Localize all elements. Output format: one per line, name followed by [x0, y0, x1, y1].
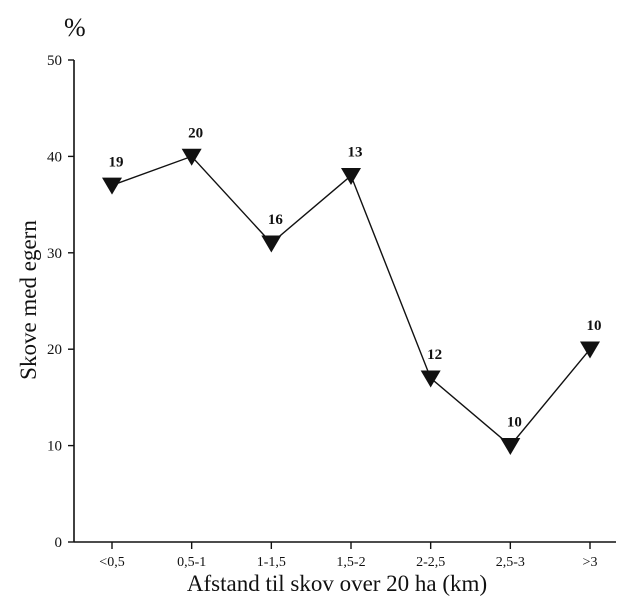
x-tick-label: 2,5-3 [496, 555, 525, 570]
y-tick-label: 0 [55, 535, 63, 551]
y-tick-label: 10 [47, 439, 62, 455]
y-unit-label: % [64, 13, 86, 42]
y-tick-label: 50 [47, 53, 62, 69]
data-point-marker [341, 168, 361, 186]
data-label: 13 [348, 145, 363, 161]
data-point-marker [261, 235, 282, 253]
data-point-marker [580, 341, 600, 359]
x-tick-label: 0,5-1 [177, 555, 206, 570]
x-tick-label: 1,5-2 [336, 555, 365, 570]
y-tick-label: 20 [47, 342, 62, 358]
data-label: 10 [587, 318, 602, 334]
y-tick-label: 40 [47, 149, 62, 165]
series-line [111, 155, 591, 447]
data-label: 12 [427, 347, 442, 363]
data-label: 10 [507, 415, 522, 431]
x-tick-label: 1-1,5 [257, 555, 286, 570]
data-point-marker [420, 370, 441, 388]
data-point-marker [102, 177, 122, 195]
data-label: 16 [268, 212, 284, 228]
x-axis-label: Afstand til skov over 20 ha (km) [187, 571, 487, 596]
x-tick-label: >3 [583, 555, 598, 570]
x-tick-label: 2-2,5 [416, 555, 445, 570]
data-label: 19 [109, 154, 124, 170]
data-point-marker [181, 148, 202, 166]
y-axis-label: Skove med egern [16, 220, 41, 380]
data-point-marker [500, 437, 521, 455]
y-tick-label: 30 [47, 246, 62, 262]
data-label: 20 [188, 125, 203, 141]
x-tick-label: <0,5 [99, 555, 124, 570]
